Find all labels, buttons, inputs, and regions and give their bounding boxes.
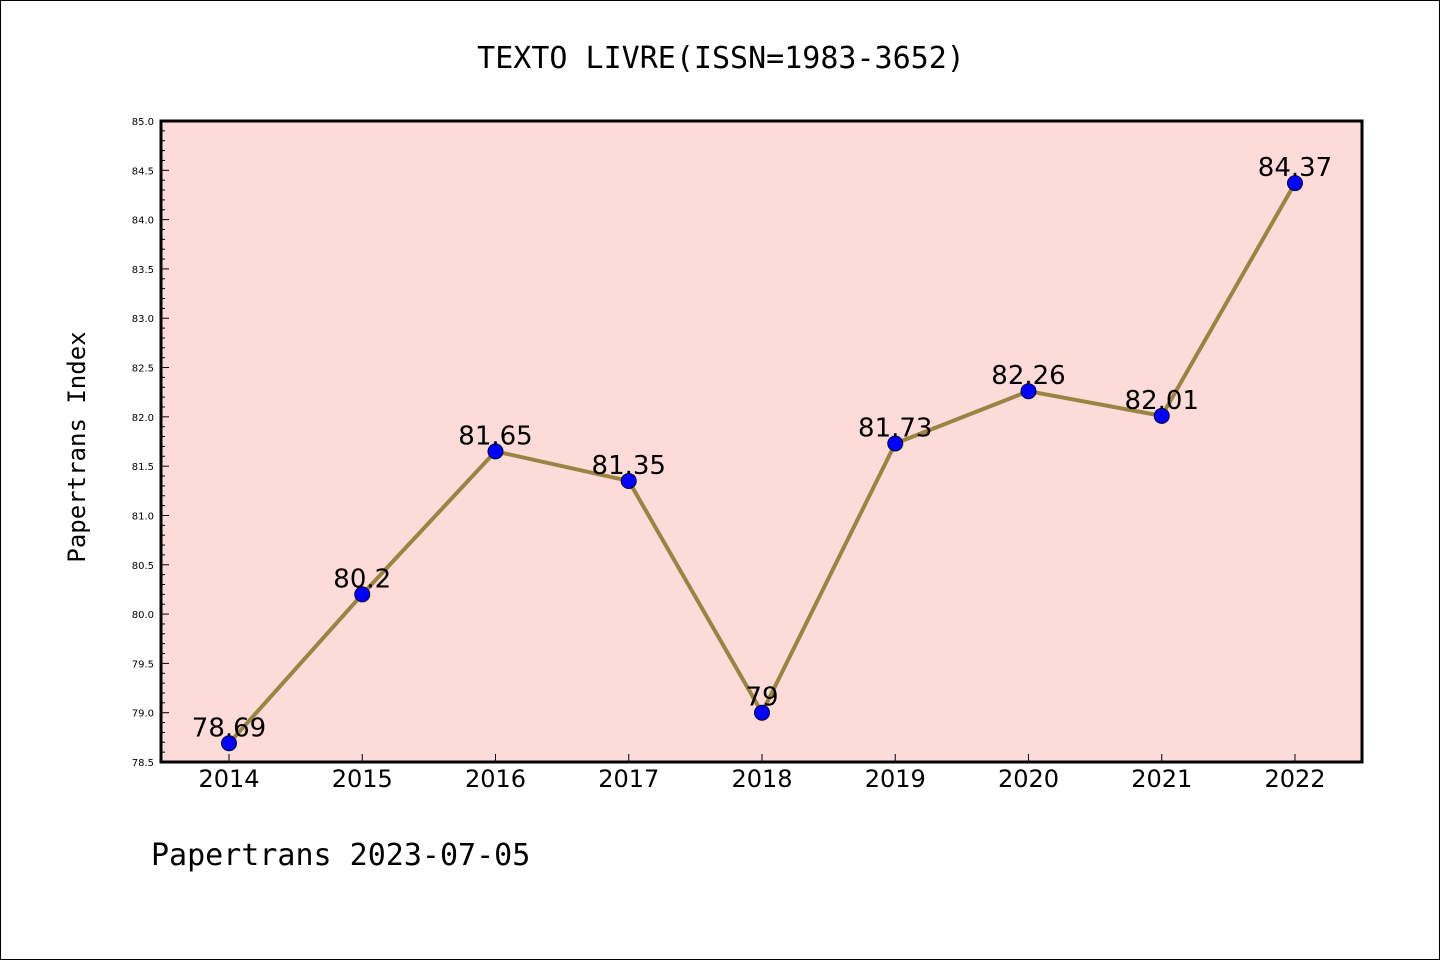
y-tick-label: 81.0 bbox=[132, 511, 154, 522]
y-tick-label: 79.5 bbox=[132, 659, 154, 670]
data-point bbox=[487, 443, 504, 460]
y-tick-label: 84.5 bbox=[132, 166, 154, 177]
footer-text: Papertrans 2023-07-05 bbox=[151, 838, 530, 873]
data-label: 81.73 bbox=[858, 413, 932, 443]
data-point bbox=[354, 586, 371, 603]
data-point bbox=[754, 704, 770, 721]
data-point bbox=[620, 472, 637, 489]
x-tick-label: 2018 bbox=[731, 765, 792, 793]
x-tick-label: 2022 bbox=[1264, 765, 1325, 793]
data-point bbox=[887, 435, 904, 452]
plot-frame bbox=[159, 119, 1364, 764]
data-labels: 78.69 80.2 81.65 81.35 79 81.73 82.26 82.01 84.3… bbox=[192, 153, 1332, 743]
x-tick-label: 2016 bbox=[465, 765, 526, 793]
data-markers bbox=[221, 175, 1303, 752]
data-label: 81.65 bbox=[458, 421, 532, 451]
x-tick-label: 2014 bbox=[198, 765, 259, 793]
y-tick-label: 81.5 bbox=[132, 462, 154, 473]
y-tick-label: 80.0 bbox=[132, 610, 154, 621]
x-axis: 2014 2015 2016 2017 2018 2019 2020 2021 2022 bbox=[198, 754, 1326, 793]
y-tick-label: 84.0 bbox=[132, 216, 154, 227]
y-tick-label: 82.0 bbox=[132, 413, 154, 424]
x-tick-label: 2021 bbox=[1131, 765, 1192, 793]
data-label: 82.26 bbox=[991, 361, 1065, 391]
data-point bbox=[1153, 407, 1170, 424]
data-label: 81.35 bbox=[592, 451, 666, 481]
y-axis-label: Papertrans Index bbox=[63, 331, 91, 562]
data-label: 82.01 bbox=[1125, 386, 1199, 416]
x-tick-label: 2020 bbox=[998, 765, 1059, 793]
y-tick-label: 83.0 bbox=[132, 314, 154, 325]
plot-area bbox=[161, 121, 1362, 762]
data-point bbox=[1287, 175, 1303, 192]
y-axis: 78.5 79.0 79.5 80.0 80.5 81.0 81.5 82.0 82.5 83.0… bbox=[132, 117, 169, 769]
x-tick-label: 2017 bbox=[598, 765, 659, 793]
y-tick-label: 82.5 bbox=[132, 364, 154, 375]
y-tick-label: 80.5 bbox=[132, 561, 154, 572]
y-tick-label: 83.5 bbox=[132, 265, 154, 276]
data-point bbox=[221, 735, 237, 752]
data-label: 80.2 bbox=[333, 564, 391, 594]
data-label: 84.37 bbox=[1258, 153, 1332, 183]
chart-title: TEXTO LIVRE(ISSN=1983-3652) bbox=[477, 41, 965, 76]
y-tick-label: 78.5 bbox=[132, 758, 154, 769]
data-label: 79 bbox=[745, 683, 778, 713]
data-label: 78.69 bbox=[192, 713, 266, 743]
x-tick-label: 2015 bbox=[332, 765, 393, 793]
y-tick-label: 79.0 bbox=[132, 709, 154, 720]
x-tick-label: 2019 bbox=[865, 765, 926, 793]
y-tick-label: 85.0 bbox=[132, 117, 154, 128]
data-point bbox=[1020, 383, 1037, 400]
